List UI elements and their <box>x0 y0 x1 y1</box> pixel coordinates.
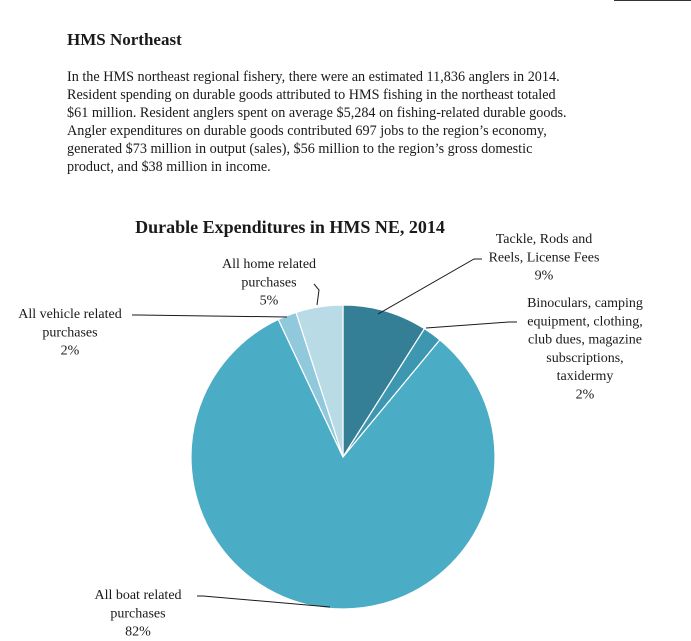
leader-line <box>197 595 331 608</box>
slice-label-line: 2% <box>61 344 80 359</box>
slice-label-line: Tackle, Rods and <box>496 232 593 247</box>
pie-slices <box>190 304 496 610</box>
top-rule <box>614 0 691 1</box>
paragraph-line: product, and $38 million in income. <box>67 159 271 176</box>
paragraph-line: $61 million. Resident anglers spent on a… <box>67 105 567 122</box>
slice-label-line: Binoculars, camping <box>527 296 643 311</box>
paragraph-line: Resident spending on durable goods attri… <box>67 87 556 104</box>
slice-label-line: All home related <box>222 257 316 272</box>
slice-label-line: equipment, clothing, <box>527 314 642 329</box>
slice-label: Binoculars, camping equipment, clothing, c… <box>527 296 643 403</box>
leader-line <box>425 321 517 329</box>
label-leaders <box>132 258 517 608</box>
slice-label-line: 9% <box>535 269 554 284</box>
pie-slice <box>190 318 496 610</box>
section-heading: HMS Northeast <box>67 30 182 49</box>
chart-title: Durable Expenditures in HMS NE, 2014 <box>135 217 445 237</box>
slice-labels: Tackle, Rods and Reels, License Fees 9% Bin… <box>18 232 643 640</box>
leader-line <box>132 314 288 318</box>
pie-slice <box>295 304 344 458</box>
slice-label-line: 2% <box>576 388 595 403</box>
slice-label-line: taxidermy <box>557 369 614 384</box>
paragraph-line: Angler expenditures on durable goods con… <box>67 123 547 140</box>
slice-label-line: All vehicle related <box>18 307 121 322</box>
slice-label-line: Reels, License Fees <box>489 250 600 265</box>
slice-label: All home related purchases 5% <box>222 257 316 309</box>
slice-label-line: purchases <box>110 606 165 621</box>
slice-label-line: All boat related <box>94 588 181 603</box>
leader-line <box>313 283 320 306</box>
leader-line <box>377 258 482 315</box>
slice-label: All boat related purchases 82% <box>94 588 181 640</box>
section-paragraph: In the HMS northeast regional fishery, t… <box>67 68 667 177</box>
slice-label-line: purchases <box>241 275 296 290</box>
slice-label: All vehicle related purchases 2% <box>18 307 121 359</box>
slice-label-line: 82% <box>125 625 151 640</box>
slice-label: Tackle, Rods and Reels, License Fees 9% <box>489 232 600 284</box>
paragraph-line: generated $73 million in output (sales),… <box>67 141 533 158</box>
slice-label-line: purchases <box>42 325 97 340</box>
paragraph-line: In the HMS northeast regional fishery, t… <box>67 69 560 85</box>
slice-label-line: club dues, magazine <box>528 333 642 348</box>
slice-label-line: 5% <box>260 294 279 309</box>
slice-label-line: subscriptions, <box>546 351 623 366</box>
pie-slice <box>342 304 426 460</box>
